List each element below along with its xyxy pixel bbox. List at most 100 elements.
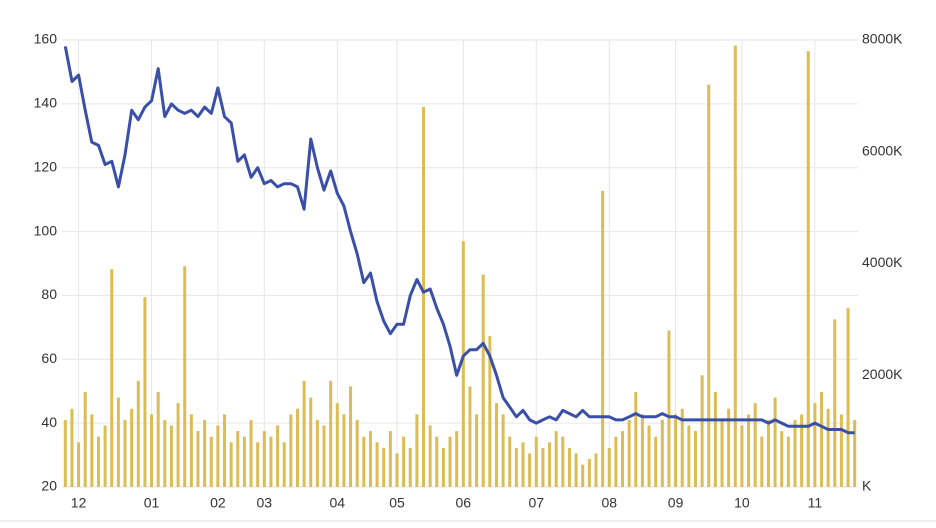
volume-bar bbox=[309, 397, 313, 487]
volume-bar bbox=[793, 419, 797, 487]
y2-tick-label: 2000K bbox=[862, 366, 903, 382]
volume-bar bbox=[707, 84, 711, 487]
x-tick-label: 08 bbox=[601, 495, 617, 511]
volume-bar bbox=[156, 392, 160, 487]
volume-bar bbox=[189, 414, 193, 487]
volume-bar bbox=[693, 431, 697, 487]
volume-bar bbox=[242, 436, 246, 487]
volume-bar bbox=[183, 266, 187, 487]
volume-bar bbox=[395, 453, 399, 487]
volume-bar bbox=[256, 442, 260, 487]
volume-bar bbox=[846, 308, 850, 487]
y2-tick-label: K bbox=[862, 478, 872, 494]
volume-bar bbox=[402, 436, 406, 487]
volume-bar bbox=[329, 380, 333, 487]
volume-bar bbox=[853, 419, 857, 487]
volume-bar bbox=[813, 403, 817, 487]
volume-bar bbox=[150, 414, 154, 487]
y-tick-label: 20 bbox=[41, 478, 57, 494]
volume-bar bbox=[83, 392, 87, 487]
volume-bar bbox=[548, 442, 552, 487]
volume-bar bbox=[820, 392, 824, 487]
volume-bar bbox=[634, 392, 638, 487]
x-tick-label: 07 bbox=[528, 495, 544, 511]
volume-bar bbox=[475, 414, 479, 487]
x-tick-label: 05 bbox=[389, 495, 405, 511]
volume-bar bbox=[415, 414, 419, 487]
y-tick-label: 140 bbox=[34, 95, 58, 111]
volume-bar bbox=[660, 419, 664, 487]
volume-bar bbox=[614, 436, 618, 487]
x-tick-label: 09 bbox=[668, 495, 684, 511]
volume-bar bbox=[96, 436, 100, 487]
x-tick-label: 10 bbox=[734, 495, 750, 511]
volume-bar bbox=[567, 447, 571, 487]
x-tick-label: 04 bbox=[329, 495, 345, 511]
volume-bar bbox=[229, 442, 233, 487]
volume-bar bbox=[262, 431, 266, 487]
volume-bar bbox=[786, 436, 790, 487]
volume-bar bbox=[488, 336, 492, 487]
volume-bar bbox=[130, 408, 134, 487]
price-line bbox=[63, 46, 855, 435]
volume-bar bbox=[607, 447, 611, 487]
volume-bar bbox=[528, 453, 532, 487]
volume-bar bbox=[514, 447, 518, 487]
volume-bar bbox=[116, 397, 120, 487]
volume-bar bbox=[481, 274, 485, 487]
volume-bar bbox=[760, 436, 764, 487]
volume-bar bbox=[276, 425, 280, 487]
volume-bar bbox=[315, 419, 319, 487]
y-tick-label: 40 bbox=[41, 414, 57, 430]
volume-bar bbox=[647, 425, 651, 487]
x-tick-label: 03 bbox=[257, 495, 273, 511]
volume-bar bbox=[209, 436, 213, 487]
volume-bar bbox=[375, 442, 379, 487]
volume-bar bbox=[196, 431, 200, 487]
volume-bar bbox=[594, 453, 598, 487]
volume-bar bbox=[826, 408, 830, 487]
volume-bar bbox=[448, 436, 452, 487]
volume-bar bbox=[342, 414, 346, 487]
volume-bar bbox=[428, 425, 432, 487]
volume-bar bbox=[601, 190, 605, 488]
volume-bar bbox=[169, 425, 173, 487]
volume-bar bbox=[435, 436, 439, 487]
volume-bar bbox=[508, 436, 512, 487]
volume-bar bbox=[740, 425, 744, 487]
volume-bar bbox=[203, 419, 207, 487]
volume-bar bbox=[541, 447, 545, 487]
volume-bar bbox=[103, 425, 107, 487]
y2-tick-label: 6000K bbox=[862, 142, 903, 158]
volume-bar bbox=[727, 408, 731, 487]
volume-bar bbox=[753, 403, 757, 487]
volume-bar bbox=[282, 442, 286, 487]
volume-bar bbox=[766, 419, 770, 487]
x-tick-label: 01 bbox=[144, 495, 160, 511]
volume-bar bbox=[362, 436, 366, 487]
volume-bar bbox=[640, 414, 644, 487]
volume-bar bbox=[289, 414, 293, 487]
volume-bar bbox=[494, 403, 498, 487]
volume-bar bbox=[680, 408, 684, 487]
volume-bar bbox=[295, 408, 299, 487]
volume-bar bbox=[461, 241, 465, 487]
volume-bar bbox=[554, 431, 558, 487]
y-tick-label: 60 bbox=[41, 350, 57, 366]
volume-bar bbox=[581, 464, 585, 487]
volume-bar bbox=[90, 414, 94, 487]
volume-bar bbox=[441, 447, 445, 487]
volume-bar bbox=[800, 414, 804, 487]
y2-tick-label: 8000K bbox=[862, 31, 903, 47]
volume-bar bbox=[501, 414, 505, 487]
volume-bar bbox=[302, 380, 306, 487]
volume-bar bbox=[110, 269, 114, 487]
volume-bar bbox=[163, 419, 167, 487]
volume-bar bbox=[349, 386, 353, 487]
volume-bar bbox=[773, 397, 777, 487]
volume-bar bbox=[136, 380, 140, 487]
volume-bar bbox=[674, 414, 678, 487]
volume-bar bbox=[587, 459, 591, 487]
volume-bar bbox=[667, 330, 671, 487]
